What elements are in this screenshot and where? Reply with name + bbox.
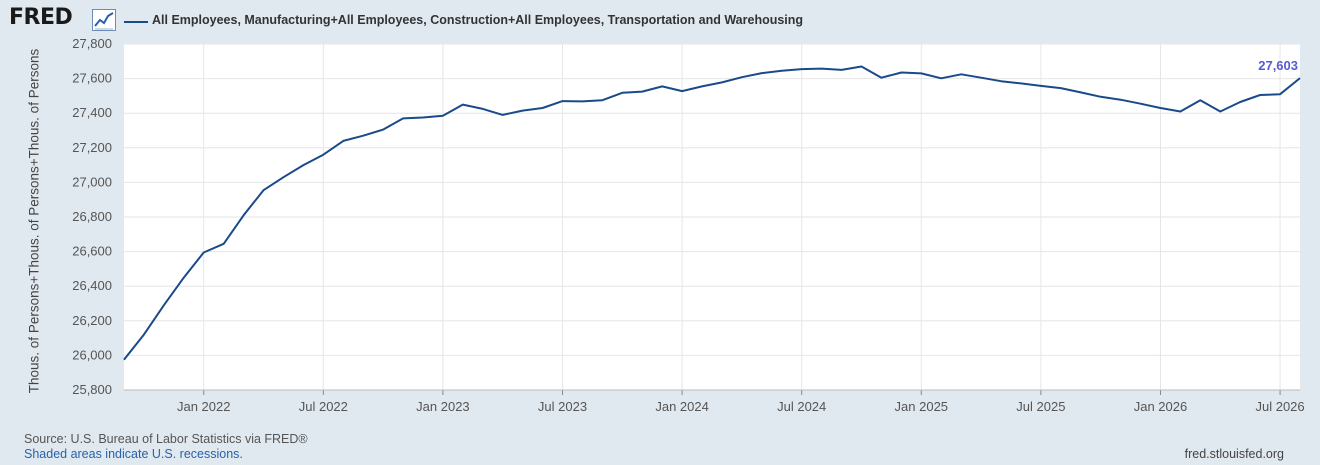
x-tick-label: Jul 2023 (538, 399, 587, 414)
x-axis-ticks: Jan 2022 Jul 2022 Jan 2023 Jul 2023 Jan 2024… (124, 389, 1305, 414)
annotations: 27,603 (1258, 58, 1298, 73)
x-tick-label: Jan 2023 (416, 399, 470, 414)
y-tick-label: 27,200 (72, 140, 112, 155)
fred-logo[interactable]: FRED (9, 5, 73, 30)
recession-note-link[interactable]: Shaded areas indicate U.S. recessions. (24, 447, 243, 461)
y-tick-label: 27,600 (72, 71, 112, 86)
last-value-label: 27,603 (1258, 58, 1298, 73)
series-layer (123, 65, 1301, 361)
source-note: Source: U.S. Bureau of Labor Statistics … (24, 432, 308, 446)
line-chart-icon (92, 9, 116, 31)
line-chart[interactable]: 25,800 26,000 26,200 26,400 26,600 26,800 27,0… (0, 0, 1320, 430)
y-tick-label: 26,400 (72, 278, 112, 293)
y-tick-label: 27,000 (72, 174, 112, 189)
x-tick-label: Jan 2022 (177, 399, 231, 414)
y-axis-ticks: 25,800 26,000 26,200 26,400 26,600 26,800 27,0… (72, 36, 112, 397)
x-tick-label: Jan 2024 (655, 399, 709, 414)
y-tick-label: 27,400 (72, 105, 112, 120)
legend-label: All Employees, Manufacturing+All Employe… (152, 13, 804, 27)
y-tick-label: 25,800 (72, 382, 112, 397)
series-line[interactable] (123, 65, 1301, 361)
x-tick-label: Jan 2025 (895, 399, 949, 414)
y-tick-label: 27,800 (72, 36, 112, 51)
fred-url-link[interactable]: fred.stlouisfed.org (1184, 447, 1284, 461)
x-tick-label: Jul 2025 (1016, 399, 1065, 414)
legend-swatch (124, 21, 148, 23)
x-tick-label: Jan 2026 (1134, 399, 1188, 414)
x-tick-label: Jul 2024 (777, 399, 826, 414)
y-tick-label: 26,800 (72, 209, 112, 224)
x-tick-label: Jul 2026 (1255, 399, 1304, 414)
y-tick-label: 26,200 (72, 313, 112, 328)
chart-header: FRED All Employees, Manufacturing+All Em… (0, 0, 1320, 40)
x-tick-label: Jul 2022 (299, 399, 348, 414)
y-tick-label: 26,000 (72, 347, 112, 362)
y-tick-label: 26,600 (72, 244, 112, 259)
